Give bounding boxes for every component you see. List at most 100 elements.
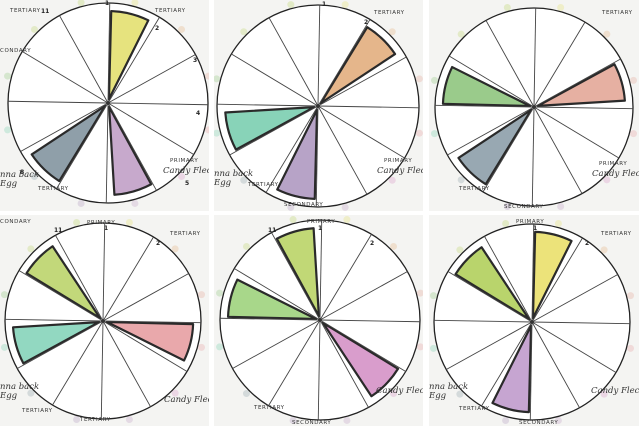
label-primary: PRIMARY — [384, 158, 412, 164]
label-bottom: TERTIARY — [37, 186, 69, 192]
label-secondary: SECONDARY — [292, 420, 331, 426]
color-dot — [198, 343, 206, 351]
label-top_right: TERTIARY — [601, 10, 633, 16]
color-dot — [341, 203, 349, 211]
label-n11: 11 — [54, 227, 62, 234]
label-bottom_left: TERTIARY — [21, 408, 53, 414]
label-easter_egg: nna back — [214, 169, 253, 179]
wheel-divider — [434, 319, 533, 323]
wheel-divider — [533, 58, 621, 108]
wheel-divider — [100, 320, 104, 419]
label-candy: Candy Flecs — [377, 166, 423, 176]
wheel-divider — [317, 19, 371, 107]
painted-wedge — [226, 278, 318, 321]
label-n1: 1 — [104, 225, 108, 232]
wheel-divider — [22, 51, 109, 104]
color-dot — [30, 173, 38, 181]
color-dot — [627, 344, 635, 352]
label-n1: 1 — [318, 225, 322, 232]
wheel-divider — [102, 273, 189, 322]
wheel-divider — [529, 321, 533, 420]
label-bottom: TERTIARY — [247, 182, 279, 188]
painted-wedge — [454, 246, 531, 321]
label-n1: 1 — [105, 0, 109, 7]
wheel-divider — [102, 320, 188, 372]
painted-wedge — [491, 324, 533, 414]
label-bottom: TERTIARY — [253, 405, 285, 411]
label-primary: PRIMARY — [87, 220, 115, 226]
wheel-divider — [317, 105, 405, 159]
wheel-divider — [446, 321, 533, 370]
color-dot — [131, 199, 139, 207]
label-bottom_mid: TERTIARY — [79, 417, 111, 423]
color-dot — [629, 130, 637, 138]
wheel-divider — [107, 54, 196, 104]
label-primary: PRIMARY — [170, 158, 198, 164]
wheel-center — [532, 105, 536, 109]
wheel-center — [316, 104, 320, 108]
label-primary: PRIMARY — [599, 161, 627, 167]
panel-3: TERTIARY PRIMARY Candy Flecs TERTIARY SECOND… — [429, 0, 639, 211]
wheel-divider — [531, 274, 618, 323]
wheel-divider — [482, 106, 535, 193]
wheel-divider — [102, 320, 151, 407]
color-dot — [287, 203, 295, 211]
wheel-divider — [317, 105, 419, 109]
label-primary: PRIMARY — [307, 219, 335, 225]
wheel-divider — [319, 319, 420, 323]
color-dot — [289, 416, 297, 424]
color-dot — [503, 4, 511, 12]
wheel-divider — [105, 102, 109, 203]
color-dot — [503, 202, 511, 210]
color-dot — [73, 218, 81, 226]
color-dot — [554, 219, 562, 227]
wheel-divider — [435, 104, 535, 108]
color-dot — [240, 28, 248, 36]
label-n5: 5 — [185, 180, 189, 187]
color-dot — [429, 344, 437, 352]
wheel-divider — [52, 320, 104, 406]
color-dot — [178, 173, 186, 181]
painted-wedge — [441, 65, 532, 108]
color-dot — [415, 129, 423, 137]
label-easter_egg: nna back — [0, 170, 39, 180]
label-easter_egg: Egg — [0, 179, 18, 189]
label-top_right: TERTIARY — [373, 10, 405, 16]
label-n8: 8 — [20, 169, 24, 176]
color-dot — [214, 129, 221, 137]
wheel-center — [101, 319, 105, 323]
color-dot — [457, 176, 465, 184]
color-dot — [554, 417, 562, 425]
wheel-divider — [232, 319, 321, 369]
color-dot — [416, 289, 423, 297]
wheel-divider — [533, 8, 537, 108]
label-candy: Candy Flecs — [592, 169, 639, 179]
label-n1: 1 — [533, 225, 537, 232]
label-easter_egg: Egg — [429, 391, 447, 401]
wheel-center — [106, 101, 110, 105]
color-dot — [216, 343, 224, 351]
color-dot — [27, 245, 35, 253]
wheel-divider — [531, 106, 535, 206]
wheel-divider — [8, 100, 109, 104]
wheel-divider — [533, 106, 633, 110]
color-dot — [502, 417, 510, 425]
color-dot — [343, 216, 351, 224]
color-dot — [216, 289, 224, 297]
color-dot — [77, 0, 85, 7]
painted-wedge — [224, 106, 316, 151]
wheel-divider — [317, 319, 321, 420]
label-n2: 2 — [364, 19, 368, 26]
label-easter_egg: nna back — [429, 382, 468, 392]
label-n11: 11 — [268, 227, 276, 234]
color-dot — [603, 176, 611, 184]
label-candy: Candy Flecs — [591, 386, 639, 396]
wheel-divider — [319, 220, 323, 321]
painted-wedge — [321, 321, 400, 398]
wheel-divider — [531, 321, 630, 325]
label-n2: 2 — [370, 240, 374, 247]
label-secondary: SECONDARY — [284, 202, 323, 208]
